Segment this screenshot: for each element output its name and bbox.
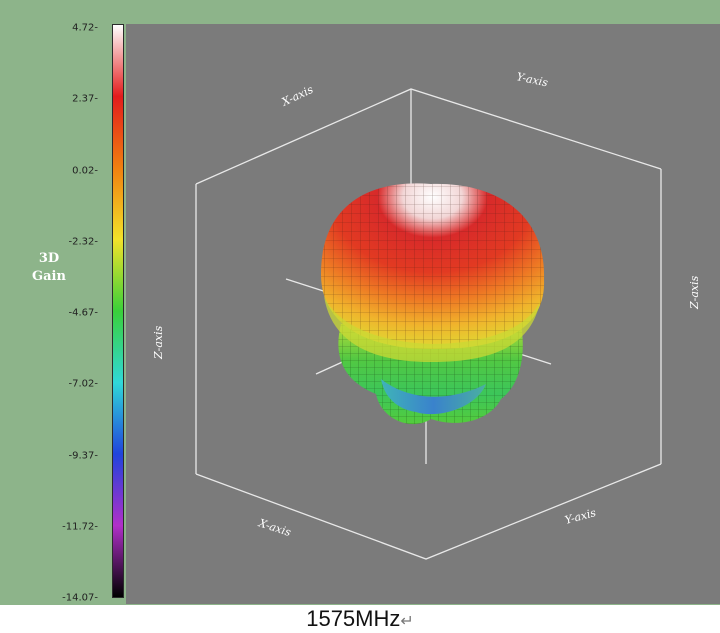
colorbar-title: 3D Gain [24, 250, 74, 286]
axis-label-left: Z-axis [152, 325, 165, 360]
lobe-dome-mesh [321, 183, 545, 350]
colorbar-tick-label: 2.37- [72, 93, 98, 105]
colorbar-tick-label: -14.07- [62, 592, 98, 604]
colorbar-tick-label: -2.32- [68, 236, 98, 248]
box-back-edges [195, 88, 662, 185]
caption-return-mark: ↵ [400, 613, 414, 630]
colorbar-tick-label: -4.67- [68, 307, 98, 319]
box-bottom-edges [195, 463, 662, 560]
colorbar-tick-label: 4.72- [72, 22, 98, 34]
frequency-caption: 1575MHz↵ [0, 606, 720, 632]
gain-surface [321, 183, 545, 425]
colorbar-tick-label: -7.02- [68, 378, 98, 390]
axis-label-bottom-right: Y-axis [563, 506, 597, 527]
gain-colorbar [112, 24, 124, 598]
axis-label-bottom-left: X-axis [256, 516, 293, 539]
colorbar-title-line2: Gain [32, 269, 66, 284]
axis-label-z-right: Z-axis [688, 275, 701, 310]
axis-label-y-top: Y-axis [515, 70, 549, 89]
caption-text: 1575MHz [306, 606, 401, 631]
radiation-pattern-3d: X-axis Y-axis Z-axis Z-axis X-axis Y-axi… [152, 70, 701, 560]
colorbar-tick-label: 0.02- [72, 165, 98, 176]
lobe-shoulder [324, 296, 540, 362]
colorbar-title-line1: 3D [38, 251, 60, 266]
colorbar-tick-label: -11.72- [62, 521, 98, 533]
lobe-blue-band [381, 379, 486, 415]
axis-label-x-top: X-axis [279, 83, 316, 109]
colorbar-tick-label: -9.37- [68, 450, 98, 461]
